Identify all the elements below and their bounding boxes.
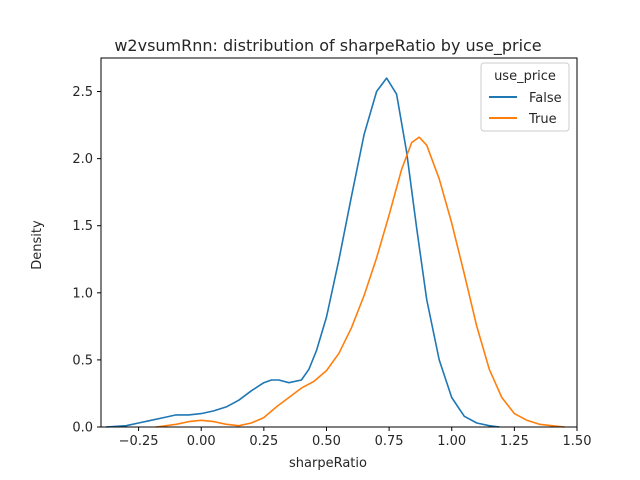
legend-title: use_price — [494, 69, 556, 84]
x-axis: −0.25 0.00 0.25 0.50 0.75 1.00 1.25 1.50 — [119, 427, 592, 449]
series-line-false — [105, 77, 500, 428]
x-tick-label: 0.50 — [312, 434, 341, 449]
legend: use_price False True — [480, 62, 570, 132]
x-tick-label: 1.00 — [437, 434, 466, 449]
y-axis: 0.0 0.5 1.0 1.5 2.0 2.5 — [72, 85, 101, 436]
chart-title: w2vsumRnn: distribution of sharpeRatio b… — [114, 36, 541, 56]
plot-area — [100, 57, 578, 428]
x-tick-label: 0.25 — [249, 434, 278, 449]
x-tick-label: 0.75 — [375, 434, 404, 449]
legend-label-false: False — [529, 91, 562, 106]
series-line-true — [155, 136, 565, 428]
y-tick-label: 0.0 — [72, 421, 93, 436]
legend-frame — [480, 62, 570, 132]
y-tick-label: 1.0 — [72, 286, 93, 301]
y-tick-label: 0.5 — [72, 353, 93, 368]
x-tick-label: 1.50 — [563, 434, 592, 449]
x-tick-label: 0.00 — [187, 434, 216, 449]
y-axis-label: Density — [30, 220, 45, 270]
x-tick-label: 1.25 — [500, 434, 529, 449]
axes-frame — [100, 57, 578, 428]
legend-label-true: True — [528, 112, 557, 127]
y-tick-label: 1.5 — [72, 219, 93, 234]
y-tick-label: 2.0 — [72, 152, 93, 167]
y-tick-label: 2.5 — [72, 85, 93, 100]
x-tick-label: −0.25 — [119, 434, 159, 449]
x-axis-label: sharpeRatio — [289, 456, 367, 471]
